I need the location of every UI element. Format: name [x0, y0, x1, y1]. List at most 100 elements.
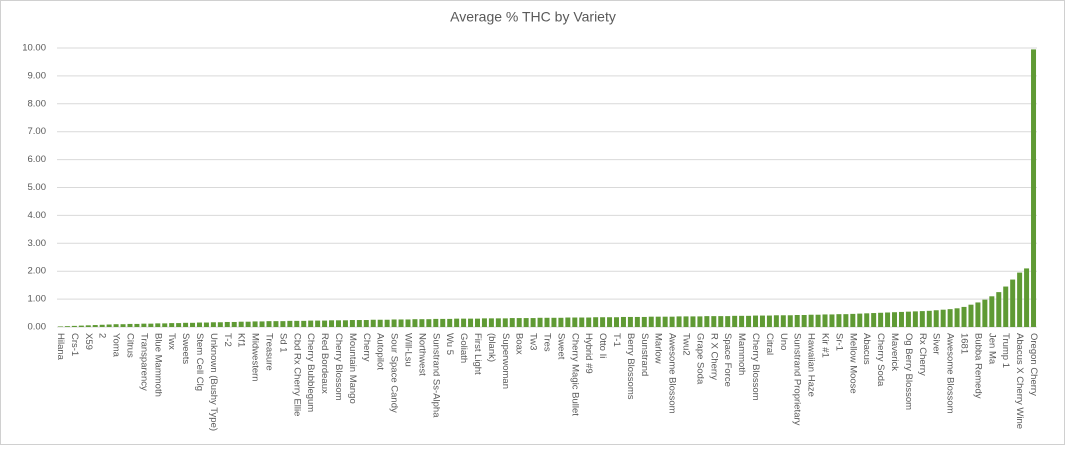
x-tick-label: Kf1	[236, 333, 247, 347]
bar	[155, 323, 161, 327]
bar	[509, 318, 515, 327]
y-tick-label: 9.00	[28, 70, 47, 81]
x-tick-label: Yoma	[111, 333, 122, 358]
bar	[516, 318, 522, 327]
bar	[607, 317, 613, 327]
bar	[294, 320, 300, 327]
bar	[398, 319, 404, 327]
bar	[780, 315, 786, 327]
bar	[280, 321, 286, 327]
bar	[454, 318, 460, 327]
bar	[864, 313, 870, 327]
bar	[169, 323, 175, 327]
bar	[655, 316, 661, 327]
y-tick-label: 3.00	[28, 238, 47, 249]
bar	[996, 292, 1002, 327]
bar	[593, 317, 599, 327]
bar	[57, 326, 63, 327]
x-tick-label: Treasure	[263, 333, 274, 371]
bar	[64, 326, 70, 327]
x-tick-label: Awesome Blossom	[667, 333, 678, 414]
bar	[773, 315, 779, 327]
bar	[377, 319, 383, 327]
bar	[933, 310, 939, 327]
bar	[634, 316, 640, 327]
bar	[1017, 272, 1023, 327]
y-tick-label: 4.00	[28, 210, 47, 221]
bar	[349, 320, 355, 327]
bar	[558, 317, 564, 327]
bar	[266, 321, 272, 327]
x-tick-label: Autopilot	[375, 333, 386, 370]
x-tick-label: X59	[83, 333, 94, 350]
bar	[183, 322, 189, 327]
bar	[620, 316, 626, 327]
bar	[794, 315, 800, 327]
bar	[537, 317, 543, 327]
bar	[975, 302, 981, 327]
bar	[669, 316, 675, 327]
x-tick-label: Mountain Mango	[347, 333, 358, 404]
x-tick-label: Blue Mammoth	[152, 333, 163, 397]
bar	[488, 318, 494, 327]
x-tick-label: Sunstrand	[639, 333, 650, 376]
bar	[565, 317, 571, 327]
x-tick-label: Hybrid #9	[583, 333, 594, 374]
x-tick-label: Awesome Blossom	[945, 333, 956, 414]
y-tick-label: 5.00	[28, 182, 47, 193]
x-tick-label: Sour Space Candy	[389, 333, 400, 413]
x-tick-label: Sunstrand Proprietary	[792, 333, 803, 426]
bar	[892, 312, 898, 327]
x-tick-label: Mellow Moose	[847, 333, 858, 394]
x-tick-label: Hilana	[55, 333, 66, 361]
bar	[481, 318, 487, 327]
x-tick-label: Wu 5	[444, 333, 455, 355]
x-tick-label: Cherry Bubblegum	[305, 333, 316, 412]
x-tick-label: 2	[97, 333, 108, 338]
x-tick-label: Marlow	[653, 333, 664, 364]
x-tick-label: (blank)	[486, 333, 497, 362]
x-tick-label: Grape Soda	[694, 333, 705, 385]
bar	[120, 324, 126, 327]
bar	[440, 318, 446, 327]
x-tick-label: Twx	[166, 333, 177, 350]
chart-title: Average % THC by Variety	[450, 9, 616, 25]
bar	[238, 321, 244, 327]
bar	[273, 321, 279, 327]
bar	[141, 323, 147, 327]
x-tick-label: Red Bordeaux	[319, 333, 330, 394]
bar	[982, 299, 988, 327]
bar	[697, 316, 703, 327]
bar	[725, 316, 731, 327]
bar	[85, 325, 91, 327]
bar	[1024, 268, 1030, 327]
y-tick-label: 6.00	[28, 154, 47, 165]
x-tick-label: Jen Ma	[986, 333, 997, 365]
y-tick-label: 1.00	[28, 294, 47, 305]
bar	[808, 314, 814, 327]
bar	[384, 319, 390, 327]
bar	[627, 316, 633, 327]
bar	[245, 321, 251, 327]
bar	[746, 315, 752, 327]
bar	[474, 318, 480, 327]
bar	[586, 317, 592, 327]
bar	[759, 315, 765, 327]
y-tick-label: 0.00	[28, 322, 47, 333]
x-tick-label: R X Cherry	[708, 333, 719, 380]
x-tick-label: Cherry	[361, 333, 372, 362]
bar	[342, 320, 348, 327]
x-tick-label: Uno	[778, 333, 789, 350]
bar	[113, 324, 119, 327]
bar	[203, 322, 209, 327]
bar	[905, 311, 911, 327]
bar	[912, 311, 918, 327]
bar	[898, 311, 904, 327]
bar	[551, 317, 557, 327]
x-tick-label: Citrus	[124, 333, 135, 358]
x-tick-label: Cherry Blossom	[333, 333, 344, 401]
bar	[322, 320, 328, 327]
bar	[162, 323, 168, 327]
bar	[217, 322, 223, 327]
